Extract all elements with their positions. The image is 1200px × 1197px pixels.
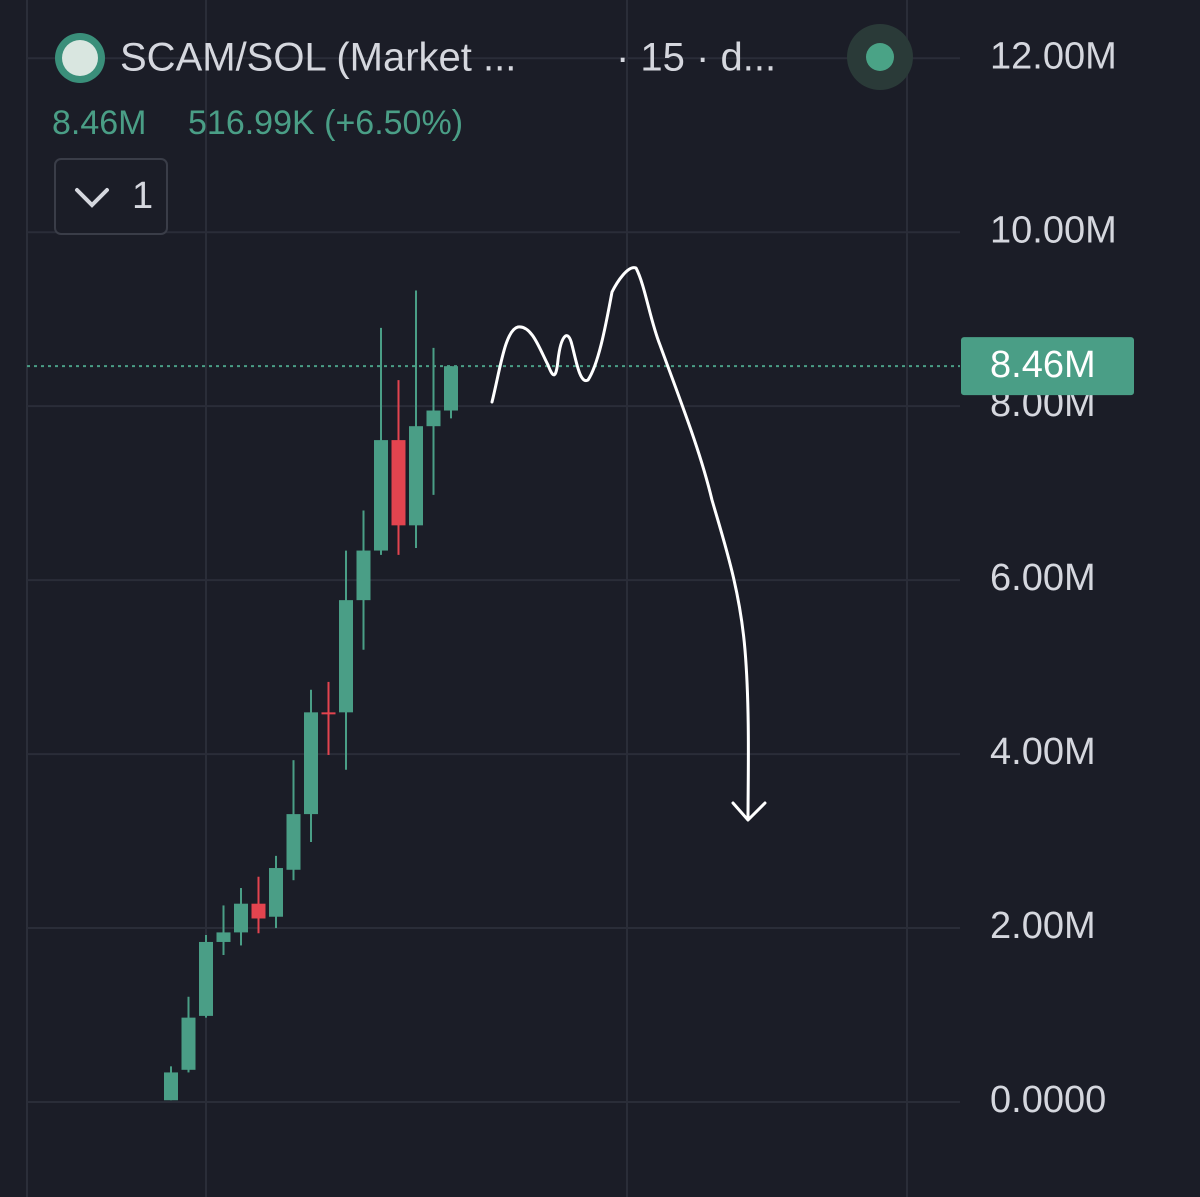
plot: 0.00002.00M4.00M6.00M8.00M10.00M12.00M8.… xyxy=(27,35,1134,1121)
token-icon-inner xyxy=(62,40,98,76)
y-tick-label: 12.00M xyxy=(990,35,1117,77)
candle-body xyxy=(339,600,353,713)
candle-body xyxy=(356,550,371,601)
candle-body xyxy=(409,426,423,526)
candle-body xyxy=(391,440,406,526)
candle-body xyxy=(304,712,318,815)
interval: · 15 · d... xyxy=(616,36,776,80)
candle-body xyxy=(321,712,336,715)
y-tick-label: 0.0000 xyxy=(990,1079,1106,1121)
candle-body xyxy=(234,903,248,933)
y-tick-label: 4.00M xyxy=(990,731,1096,773)
candle-body xyxy=(269,868,283,917)
legend-price: 8.46M xyxy=(52,104,147,142)
hand-drawn-arrow xyxy=(490,266,767,822)
status-dot xyxy=(866,43,894,71)
legend: SCAM/SOL (Market ... · 15 · d... 8.46M 5… xyxy=(52,24,913,235)
candle-body xyxy=(374,440,388,551)
candle-body xyxy=(444,366,458,411)
candle-body xyxy=(181,1017,196,1070)
candle-body xyxy=(216,932,231,942)
indicator-count: 1 xyxy=(132,175,153,217)
candle-body xyxy=(426,410,441,427)
y-tick-label: 6.00M xyxy=(990,557,1096,599)
candle-body xyxy=(199,941,213,1016)
indicator-toggle[interactable] xyxy=(54,158,168,235)
y-tick-label: 10.00M xyxy=(990,209,1117,251)
y-tick-label: 2.00M xyxy=(990,905,1096,947)
chart-title: SCAM/SOL (Market ... xyxy=(120,36,516,80)
candle-body xyxy=(286,814,301,870)
last-price-label: 8.46M xyxy=(990,344,1096,386)
last-price-tag xyxy=(961,337,1134,396)
chevron xyxy=(75,188,109,208)
candle-body xyxy=(164,1072,178,1101)
legend-change: 516.99K (+6.50%) xyxy=(188,104,463,142)
candle-body xyxy=(251,903,266,919)
